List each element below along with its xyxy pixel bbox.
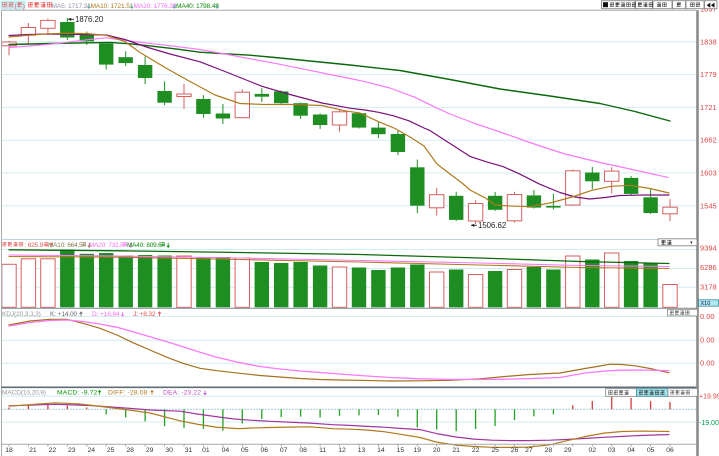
svg-text:08: 08 — [299, 447, 307, 454]
svg-text:05: 05 — [647, 447, 655, 454]
svg-text:MA20: 1776.38: MA20: 1776.38 — [134, 3, 177, 10]
svg-text:06: 06 — [666, 447, 674, 454]
svg-text:19: 19 — [414, 447, 422, 454]
svg-text:1876.20: 1876.20 — [75, 15, 104, 24]
svg-text:MA20: 732.8: MA20: 732.8 — [89, 242, 124, 249]
svg-text:D: +16.84: D: +16.84 — [92, 311, 120, 318]
svg-text:25: 25 — [107, 447, 115, 454]
svg-text:28: 28 — [126, 447, 134, 454]
svg-text:MA40: 1798.48: MA40: 1798.48 — [176, 3, 219, 10]
svg-text:): ) — [23, 3, 25, 10]
svg-text:0.00: 0.00 — [700, 335, 715, 344]
svg-text:6286: 6286 — [700, 263, 717, 272]
svg-text:9394: 9394 — [700, 244, 717, 253]
svg-text:07: 07 — [280, 447, 288, 454]
svg-text:: 625.9: : 625.9 — [25, 242, 44, 249]
svg-text:25: 25 — [491, 447, 499, 454]
svg-text:28: 28 — [545, 447, 553, 454]
svg-text:MA40: 809.6: MA40: 809.6 — [127, 242, 162, 249]
svg-text:06: 06 — [261, 447, 269, 454]
svg-text:1506.62: 1506.62 — [478, 221, 506, 230]
svg-text:DIFF: -28.08: DIFF: -28.08 — [108, 390, 147, 397]
svg-text:26: 26 — [511, 447, 519, 454]
svg-text:20: 20 — [433, 447, 441, 454]
svg-text:31: 31 — [185, 447, 193, 454]
svg-text:MACD: -9.72: MACD: -9.72 — [57, 390, 98, 397]
svg-text:0.00: 0.00 — [700, 358, 715, 367]
svg-text:02: 02 — [589, 447, 597, 454]
svg-text:MA5: 1717.31: MA5: 1717.31 — [52, 3, 92, 10]
svg-text:18: 18 — [5, 447, 13, 454]
svg-text:05: 05 — [241, 447, 249, 454]
svg-text:MA10: 664.5: MA10: 664.5 — [48, 242, 83, 249]
svg-text:1603: 1603 — [700, 169, 717, 178]
svg-text:1779: 1779 — [700, 70, 717, 79]
svg-text:21: 21 — [452, 447, 460, 454]
svg-text:+19.99: +19.99 — [699, 393, 719, 400]
svg-text:1721: 1721 — [700, 103, 717, 112]
svg-text:-19.00: -19.00 — [699, 420, 719, 427]
svg-text:14: 14 — [377, 447, 385, 454]
svg-text:27: 27 — [525, 447, 533, 454]
svg-text:04: 04 — [627, 447, 635, 454]
svg-text:(: ( — [15, 3, 18, 10]
svg-text:15: 15 — [397, 447, 405, 454]
svg-text:13: 13 — [358, 447, 366, 454]
svg-text:22: 22 — [472, 447, 480, 454]
svg-text:DEA: -23.22: DEA: -23.22 — [163, 390, 201, 397]
svg-text:04: 04 — [222, 447, 230, 454]
svg-text:3178: 3178 — [700, 283, 717, 292]
svg-text:X10: X10 — [701, 301, 711, 307]
svg-text:30: 30 — [165, 447, 173, 454]
svg-text:21: 21 — [29, 447, 37, 454]
svg-text:0.00: 0.00 — [700, 312, 715, 321]
svg-text:1662: 1662 — [700, 136, 717, 145]
svg-text:24: 24 — [88, 447, 96, 454]
svg-text:MACD(10,20,9): MACD(10,20,9) — [2, 390, 46, 397]
svg-text:MA10: 1721.51: MA10: 1721.51 — [91, 3, 134, 10]
svg-text:J: +8.32: J: +8.32 — [133, 311, 156, 318]
svg-text:K: +14.00: K: +14.00 — [50, 311, 78, 318]
svg-text:23: 23 — [68, 447, 76, 454]
svg-text:29: 29 — [146, 447, 154, 454]
svg-text:1838: 1838 — [700, 37, 717, 46]
svg-text:12: 12 — [338, 447, 346, 454]
svg-text:29: 29 — [564, 447, 572, 454]
svg-text:01: 01 — [202, 447, 210, 454]
svg-text:22: 22 — [49, 447, 57, 454]
svg-text:11: 11 — [319, 447, 326, 454]
svg-text:KDJ(20,3,3,3): KDJ(20,3,3,3) — [2, 311, 41, 318]
svg-text:03: 03 — [608, 447, 616, 454]
svg-text:1545: 1545 — [700, 201, 717, 210]
